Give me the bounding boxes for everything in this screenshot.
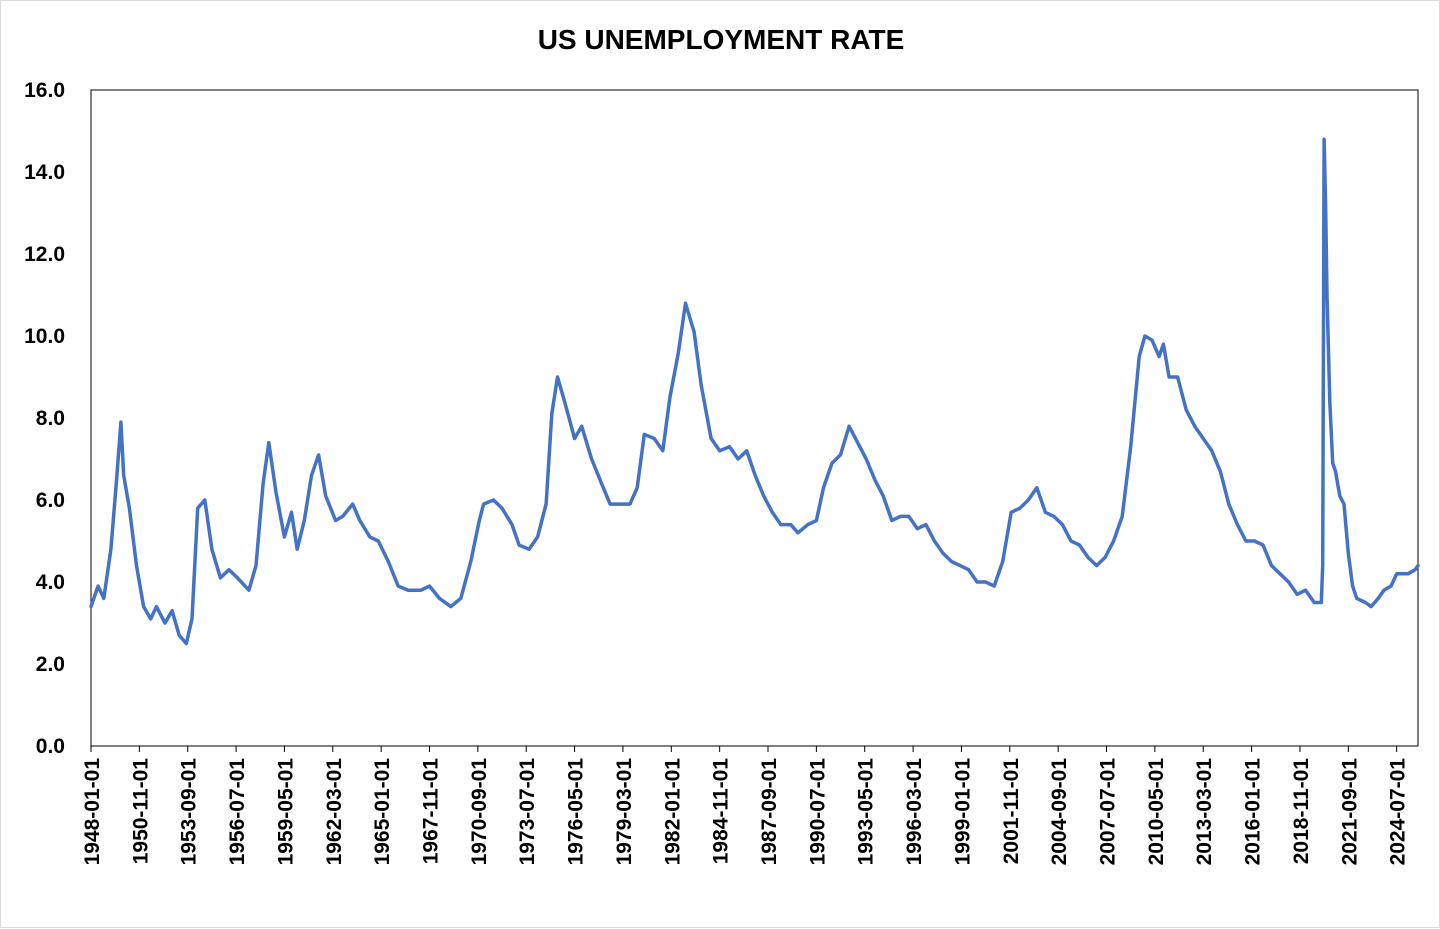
y-tick-label: 6.0 <box>36 489 65 512</box>
x-tick-label: 1979-03-01 <box>613 758 636 866</box>
y-tick-label: 4.0 <box>36 571 65 594</box>
x-tick-label: 1965-01-01 <box>371 758 394 866</box>
plot-area <box>90 89 1419 747</box>
x-tick-label: 2016-01-01 <box>1242 758 1265 866</box>
x-tick-label: 2007-07-01 <box>1097 758 1120 866</box>
y-tick-label: 0.0 <box>36 735 65 758</box>
chart-title: US UNEMPLOYMENT RATE <box>538 24 905 55</box>
x-axis: 1948-01-01 1950-11-01 1953-09-01 1956-07-01… <box>81 746 1410 865</box>
x-tick-label: 2001-11-01 <box>1000 758 1023 865</box>
x-tick-label: 1987-09-01 <box>758 758 781 866</box>
x-tick-label: 1976-05-01 <box>565 758 588 866</box>
x-tick-label: 2013-03-01 <box>1193 758 1216 866</box>
x-tick-label: 1962-03-01 <box>323 758 346 866</box>
x-tick-label: 1948-01-01 <box>81 758 104 866</box>
x-tick-label: 1990-07-01 <box>806 758 829 866</box>
y-axis: 0.0 2.0 4.0 6.0 8.0 10.0 12.0 14.0 16.0 <box>24 79 65 758</box>
x-tick-label: 1993-05-01 <box>855 758 878 866</box>
x-tick-label: 1950-11-01 <box>129 758 152 865</box>
x-tick-label: 2021-09-01 <box>1338 758 1361 866</box>
series-line-unemployment-rate <box>89 137 1420 646</box>
y-tick-label: 14.0 <box>24 161 65 184</box>
y-tick-label: 10.0 <box>24 325 65 348</box>
x-tick-label: 2018-11-01 <box>1290 758 1313 865</box>
y-tick-label: 8.0 <box>36 407 65 430</box>
x-tick-label: 1973-07-01 <box>516 758 539 866</box>
x-tick-label: 1970-09-01 <box>468 758 491 866</box>
x-tick-label: 1999-01-01 <box>951 758 974 866</box>
x-tick-label: 2004-09-01 <box>1048 758 1071 866</box>
x-tick-label: 1956-07-01 <box>226 758 249 866</box>
y-tick-label: 2.0 <box>36 653 65 676</box>
x-tick-label: 1996-03-01 <box>903 758 926 866</box>
x-tick-label: 2010-05-01 <box>1145 758 1168 866</box>
x-tick-label: 1959-05-01 <box>274 758 297 866</box>
x-tick-label: 1967-11-01 <box>420 758 443 865</box>
x-tick-label: 1982-01-01 <box>661 758 684 866</box>
x-tick-label: 1984-11-01 <box>710 758 733 865</box>
x-tick-label: 1953-09-01 <box>178 758 201 866</box>
y-tick-label: 16.0 <box>24 79 65 102</box>
x-tick-label: 2024-07-01 <box>1387 758 1410 866</box>
y-tick-label: 12.0 <box>24 243 65 266</box>
